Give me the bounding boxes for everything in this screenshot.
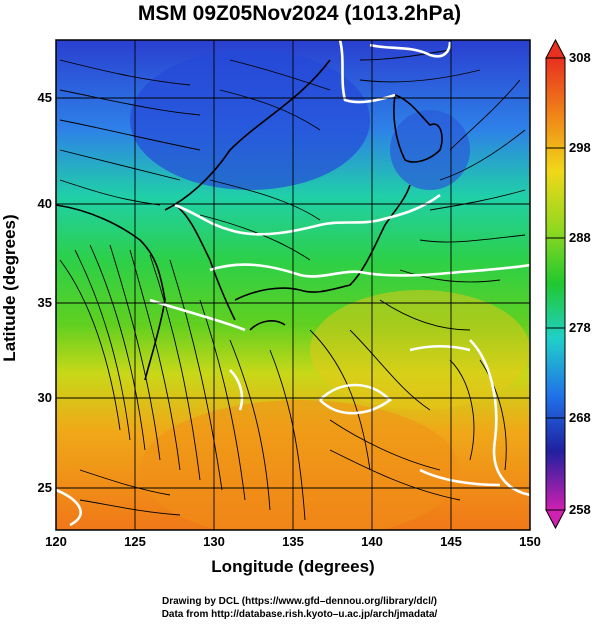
map-title: MSM 09Z05Nov2024 (1013.2hPa)	[137, 2, 462, 25]
credit-drawing: Drawing by DCL (https://www.gfd–dennou.o…	[161, 596, 437, 607]
colorbar-tick-label: 298	[569, 140, 591, 155]
wind-streamlines	[59, 49, 526, 521]
y-tick-label: 25	[37, 480, 52, 495]
y-tick-label: 30	[37, 390, 52, 405]
colorbar-min-arrow	[545, 509, 566, 530]
x-tick-label: 150	[519, 534, 541, 549]
grid-lines	[56, 40, 530, 530]
colorbar-tick-label: 258	[569, 502, 591, 517]
colorbar-tick-label: 308	[569, 50, 591, 65]
x-tick-label: 135	[282, 534, 304, 549]
x-tick-label: 140	[361, 534, 383, 549]
x-tick-label: 145	[440, 534, 462, 549]
x-tick-label: 125	[124, 534, 146, 549]
credit-data: Data from http://database.rish.kyoto–u.a…	[161, 609, 438, 620]
colorbar	[545, 38, 566, 530]
colorbar-tick-label: 288	[569, 230, 591, 245]
x-tick-label: 130	[203, 534, 225, 549]
colorbar-tick-label: 268	[569, 410, 591, 425]
plot-frame	[55, 39, 531, 531]
y-tick-label: 45	[37, 90, 52, 105]
colorbar-tick-label: 278	[569, 320, 591, 335]
x-tick-label: 120	[45, 534, 67, 549]
x-axis-label: Longitude (degrees)	[211, 557, 375, 576]
y-tick-label: 35	[37, 295, 52, 310]
y-tick-label: 40	[37, 196, 52, 211]
coastlines	[56, 59, 443, 381]
colorbar-max-arrow	[545, 38, 566, 59]
y-axis-label: Latitude (degrees)	[0, 214, 19, 362]
